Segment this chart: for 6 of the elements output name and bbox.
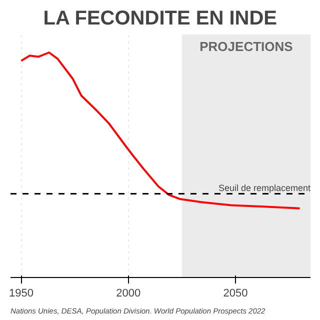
- band-label: PROJECTIONS: [200, 39, 294, 54]
- x-tick-label: 2050: [223, 288, 248, 300]
- ref-line-label: Seuil de remplacement: [218, 182, 311, 193]
- x-tick-label: 2000: [116, 288, 141, 300]
- x-tick-label: 1950: [8, 288, 34, 300]
- chart-title: LA FECONDITE EN INDE: [43, 8, 277, 30]
